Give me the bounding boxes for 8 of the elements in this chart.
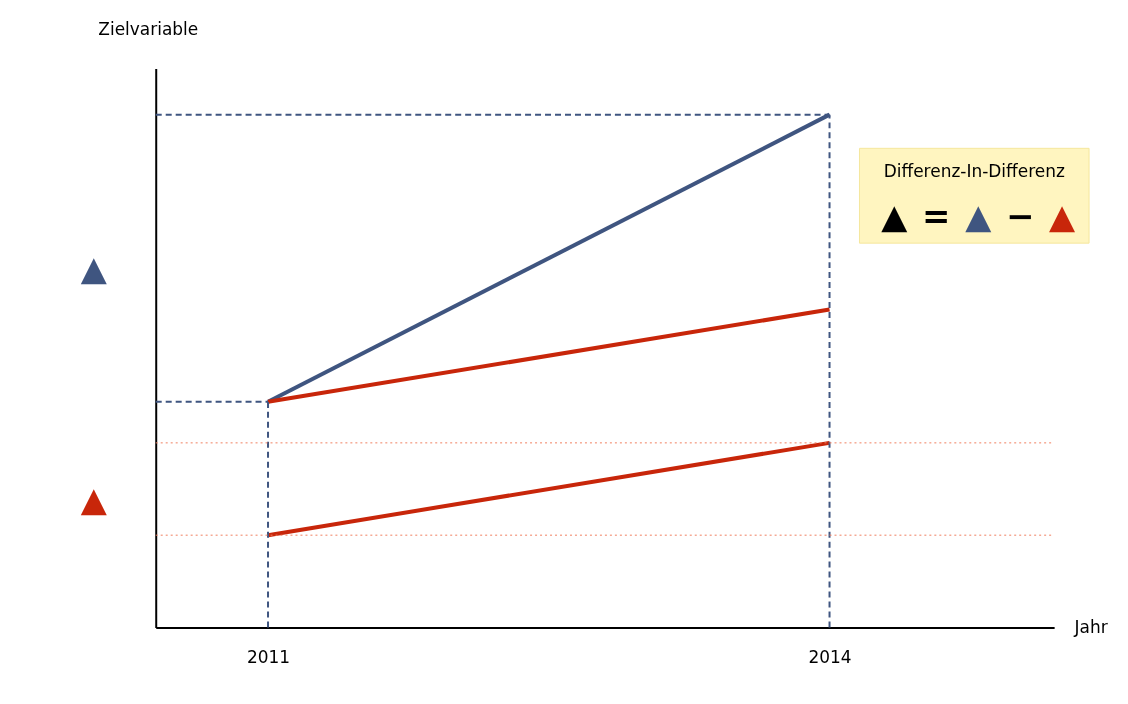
text: ▲ xyxy=(80,479,107,519)
x-axis-title: Jahr xyxy=(1073,616,1108,637)
annotation: ▲ = ▲ − ▲ xyxy=(881,197,1076,237)
y-axis-title: Zielvariable xyxy=(98,19,199,40)
annotation: Differenz-In-Differenz xyxy=(883,161,1065,182)
x-tick-label: 2011 xyxy=(246,646,291,667)
x-tick-label: 2014 xyxy=(808,646,852,667)
text: ▲ xyxy=(80,249,107,289)
